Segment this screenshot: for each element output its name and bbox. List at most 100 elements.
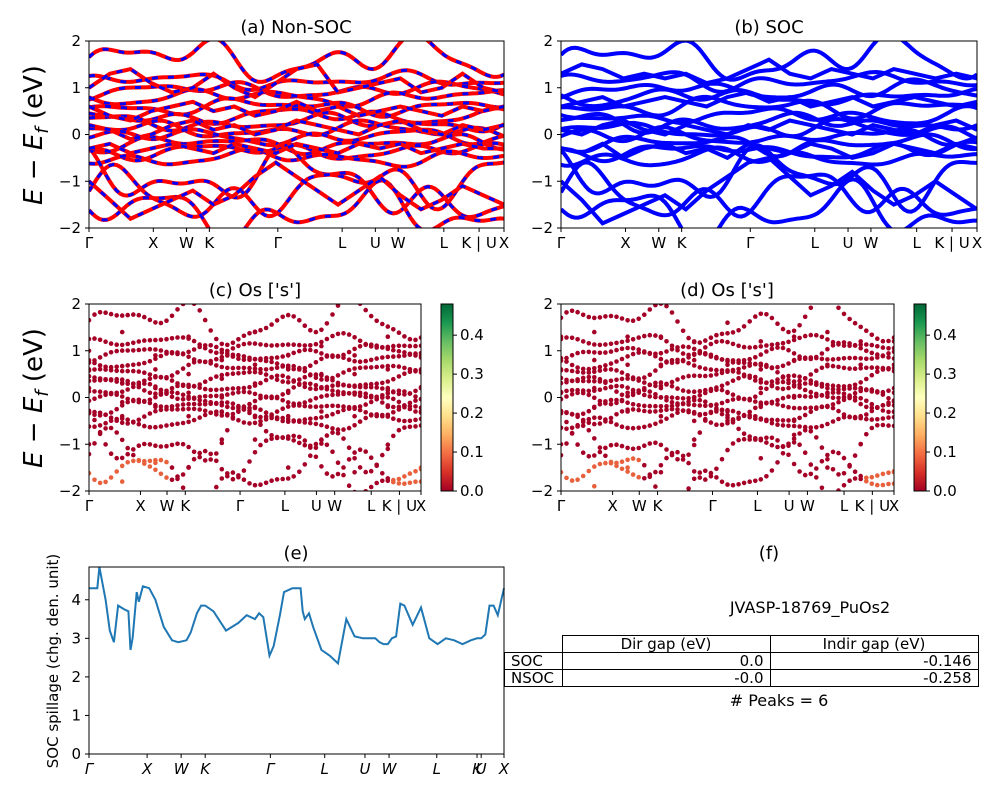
y-tick-label: 2 [71, 32, 81, 50]
band-point [658, 385, 664, 391]
band-point [730, 378, 736, 384]
band-point [263, 410, 269, 415]
y-tick-label: 1 [543, 342, 553, 360]
band-point [380, 471, 385, 476]
band-point [164, 459, 169, 465]
x-tick-label: L [338, 234, 347, 252]
band-point [324, 424, 330, 430]
band-point [357, 404, 363, 409]
band-point [147, 424, 153, 430]
band-point [580, 349, 586, 355]
band-point [564, 410, 569, 415]
band-point [836, 364, 841, 370]
band-point [319, 327, 324, 333]
band-point [191, 347, 197, 352]
band-point [592, 350, 597, 355]
band-point [625, 393, 630, 399]
band-point [758, 352, 764, 357]
band-point [891, 356, 894, 361]
band-point [614, 389, 619, 394]
band-point [575, 377, 580, 382]
band-point [630, 351, 636, 357]
band-point [418, 416, 421, 422]
band-point [335, 403, 341, 409]
band-point [357, 338, 363, 344]
band-point [153, 408, 158, 414]
band-point [564, 355, 569, 361]
band-point [219, 357, 225, 363]
band-point [586, 370, 592, 375]
band-point [97, 389, 103, 395]
band-point [252, 450, 258, 455]
band-point [647, 472, 653, 477]
band-point [786, 394, 791, 400]
x-tick-label: W [863, 234, 878, 252]
band-point [780, 395, 786, 401]
band-point [380, 321, 385, 327]
band-point [625, 400, 630, 406]
band-point [675, 386, 680, 391]
band-point [285, 465, 291, 470]
band-point [263, 377, 269, 383]
band-point [247, 481, 252, 486]
band-point [413, 404, 418, 409]
band-point [886, 423, 891, 428]
band-point [247, 341, 252, 346]
band-point [225, 365, 230, 371]
band-point [880, 345, 886, 350]
band-point [191, 417, 197, 423]
band-point [608, 397, 614, 403]
band-point [592, 436, 597, 441]
band-point [402, 353, 407, 358]
band-point [269, 359, 274, 365]
band-point [730, 392, 736, 398]
band-point [797, 431, 802, 436]
band-point [586, 468, 592, 474]
band-point [864, 431, 869, 437]
band-point [352, 489, 357, 491]
band-point [214, 451, 219, 456]
band-point [158, 353, 164, 359]
band-point [263, 394, 269, 400]
band-point [592, 315, 597, 321]
band-point [719, 383, 725, 389]
band-point [664, 447, 669, 452]
band-point [869, 401, 875, 407]
band-point [319, 441, 324, 446]
band-point [147, 376, 153, 382]
band-point [252, 404, 258, 410]
band-point [841, 343, 847, 348]
band-point [241, 341, 247, 347]
band-point [747, 356, 752, 362]
band-point [864, 348, 869, 354]
band-point [647, 372, 653, 378]
band-point [597, 449, 603, 455]
band-point [136, 369, 142, 374]
x-tick-label: L [281, 497, 290, 515]
band-point [725, 362, 730, 368]
band-point [664, 455, 669, 461]
band-point [691, 476, 697, 482]
band-point [697, 351, 703, 356]
band-point [741, 360, 747, 366]
band-point [241, 405, 247, 411]
band-point [592, 342, 597, 347]
band-point [802, 424, 808, 430]
band-point [119, 479, 125, 484]
band-point [614, 377, 619, 383]
band-point [119, 463, 125, 469]
band-point [352, 450, 357, 455]
band-point [786, 373, 791, 379]
band-point [368, 413, 374, 418]
band-point [664, 304, 669, 309]
band-point [396, 388, 402, 394]
band-point [808, 425, 814, 430]
band-point [830, 387, 836, 392]
band-point [402, 404, 407, 410]
band-point [368, 342, 374, 348]
band-point [136, 458, 142, 464]
band-point [852, 414, 858, 420]
band-point [741, 413, 747, 419]
